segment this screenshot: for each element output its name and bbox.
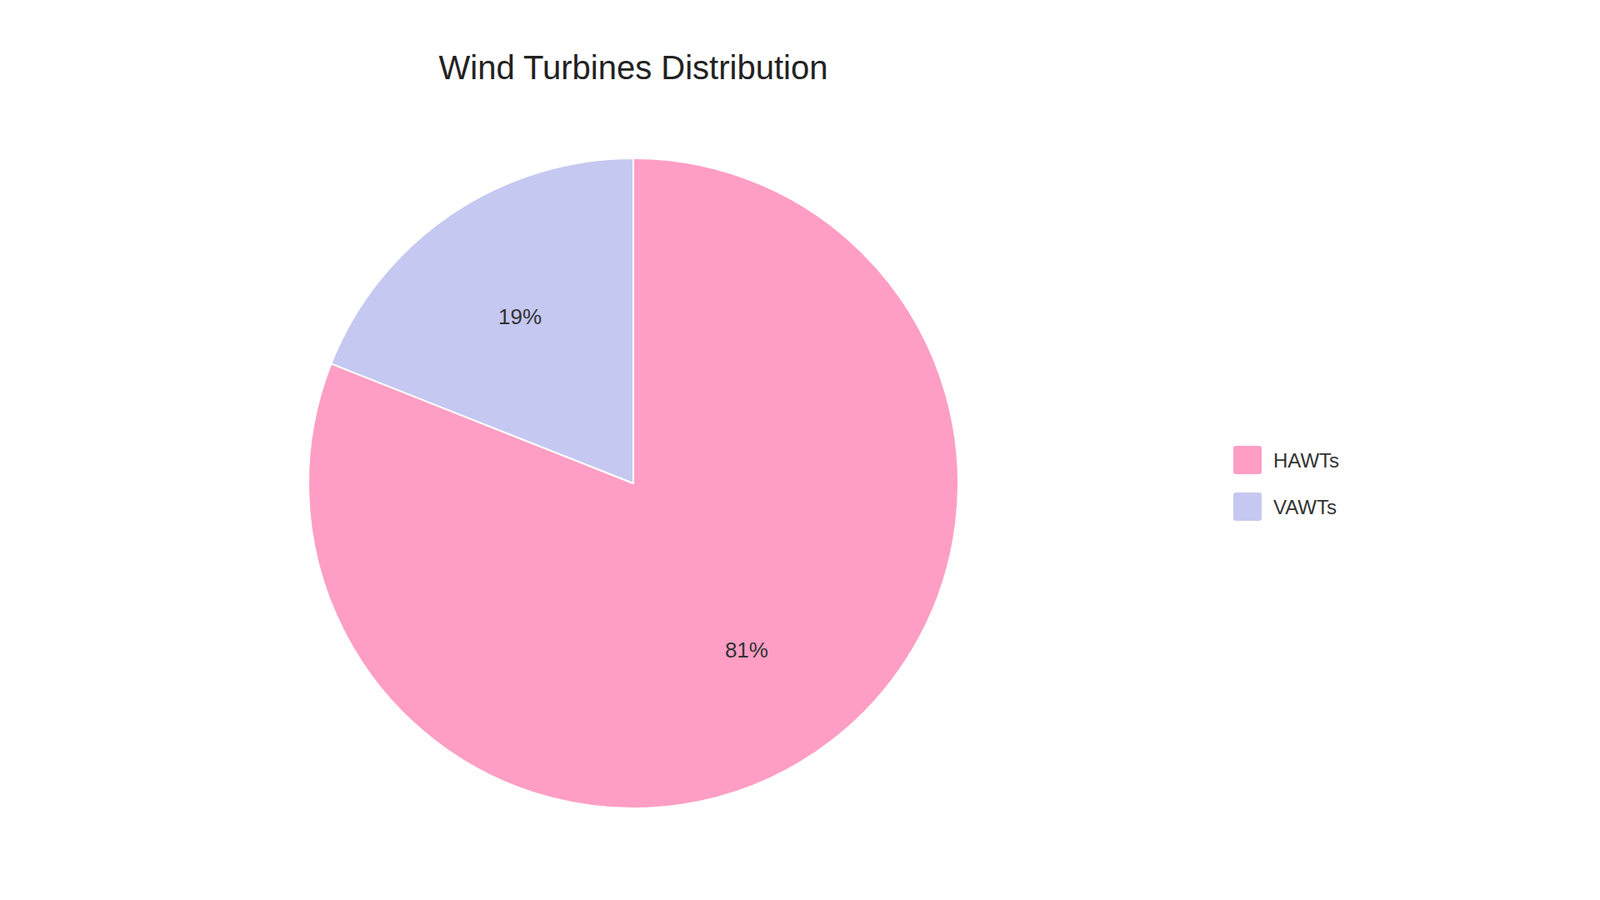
- chart-svg: Wind Turbines Distribution 81% 19% HAWTs VAW…: [0, 0, 1600, 900]
- data-labels: 81% 19%: [498, 304, 769, 663]
- legend: HAWTs VAWTs: [1233, 445, 1340, 521]
- pie-slice: [330, 158, 634, 484]
- chart-title: Wind Turbines Distribution: [439, 49, 829, 86]
- legend-label: HAWTs: [1273, 449, 1340, 472]
- legend-swatch: [1233, 445, 1262, 475]
- data-label: 81%: [725, 637, 769, 663]
- background: [0, 0, 1600, 900]
- pie-slice: [308, 158, 959, 809]
- chart-container: Wind Turbines Distribution 81% 19% HAWTs VAW…: [0, 0, 1600, 900]
- legend-label: VAWTs: [1273, 495, 1337, 519]
- legend-swatch: [1233, 492, 1262, 521]
- data-label: 19%: [498, 304, 542, 330]
- slices: [308, 158, 959, 809]
